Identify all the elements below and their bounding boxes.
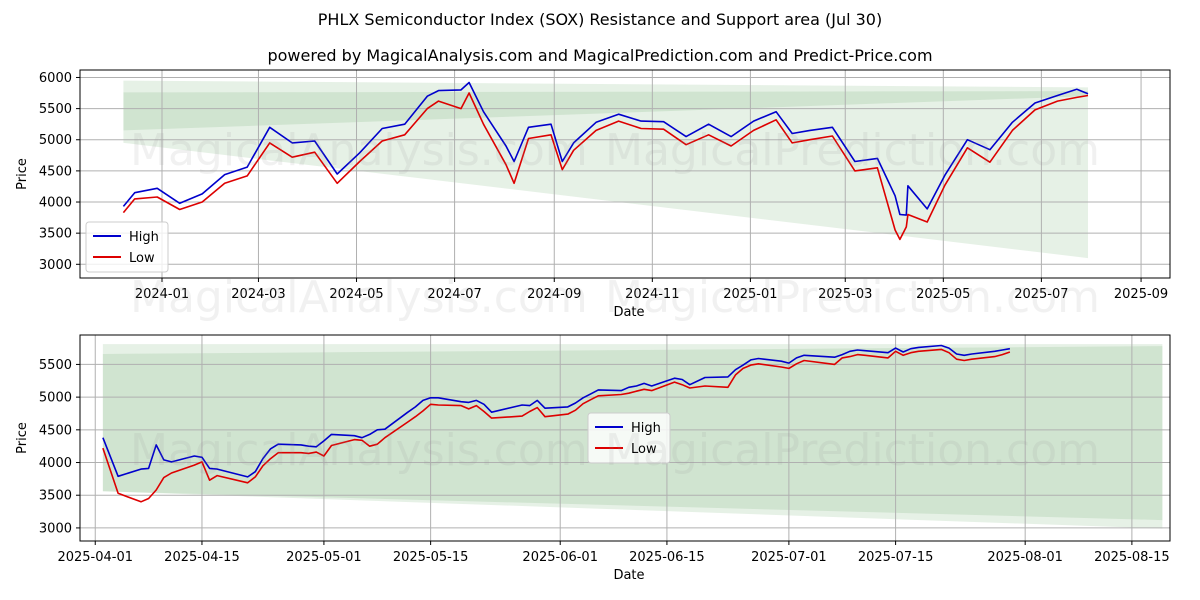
y-tick-label: 5500 — [39, 102, 72, 117]
chart-panel-2: 2025-04-01 2025-04-15 2025-05-01 2025-05-15… — [15, 334, 1171, 583]
x-tick-label: 2025-04-01 — [57, 550, 133, 565]
x-tick-label: 2024-01 — [135, 287, 189, 302]
chart-panel-1: 2024-01 2024-03 2024-05 2024-07 2024-09 2024-… — [15, 69, 1171, 320]
x-tick-label: 2025-06-15 — [629, 550, 705, 565]
x-tick-label: 2025-09 — [1114, 287, 1168, 302]
legend: High Low — [85, 221, 169, 273]
x-tick-label: 2024-03 — [231, 287, 285, 302]
x-tick-label: 2025-01 — [723, 287, 777, 302]
y-tick-label: 5500 — [39, 358, 72, 373]
y-tick-label: 4500 — [39, 423, 72, 438]
y-tick-label: 5000 — [39, 391, 72, 406]
y-tick-label: 4000 — [39, 196, 72, 211]
legend-label-high: High — [129, 230, 159, 245]
y-tick-label: 4500 — [39, 164, 72, 179]
y-tick-label: 5000 — [39, 133, 72, 148]
legend-label-low: Low — [129, 251, 155, 266]
support-resistance-band — [123, 91, 1089, 259]
x-tick-label: 2025-06-01 — [522, 550, 598, 565]
series-line-high — [122, 81, 1089, 216]
y-tick-label: 3000 — [39, 521, 72, 536]
chart-subtitle: powered by MagicalAnalysis.com and Magic… — [267, 46, 933, 65]
legend: High Low — [587, 412, 671, 464]
y-axis-label: Price — [15, 158, 30, 190]
x-axis-label: Date — [613, 305, 644, 320]
chart-title: PHLX Semiconductor Index (SOX) Resistanc… — [317, 10, 883, 29]
x-tick-label: 2024-09 — [527, 287, 581, 302]
plot-frame — [79, 334, 1171, 542]
x-tick-label: 2024-05 — [329, 287, 383, 302]
x-tick-label: 2024-07 — [427, 287, 481, 302]
x-axis-label: Date — [613, 568, 644, 583]
y-tick-label: 4000 — [39, 456, 72, 471]
plot-frame — [79, 69, 1171, 279]
series-line-high — [102, 344, 1011, 478]
series-line-low — [122, 92, 1089, 241]
y-axis-label: Price — [15, 422, 30, 454]
legend-box — [587, 412, 671, 464]
x-tick-label: 2025-04-15 — [164, 550, 240, 565]
x-tick-label: 2025-07-15 — [858, 550, 934, 565]
legend-box — [85, 221, 169, 273]
x-tick-label: 2025-08-01 — [987, 550, 1063, 565]
y-tick-label: 3500 — [39, 489, 72, 504]
x-tick-label: 2025-05 — [916, 287, 970, 302]
x-tick-label: 2025-08-15 — [1094, 550, 1170, 565]
support-resistance-band — [123, 80, 1089, 131]
y-tick-label: 6000 — [39, 71, 72, 86]
x-tick-label: 2025-05-15 — [393, 550, 469, 565]
x-tick-label: 2025-03 — [818, 287, 872, 302]
x-tick-label: 2025-07 — [1014, 287, 1068, 302]
series-line-low — [102, 348, 1011, 503]
x-tick-label: 2025-05-01 — [286, 550, 362, 565]
x-tick-label: 2025-07-01 — [751, 550, 827, 565]
y-tick-label: 3000 — [39, 258, 72, 273]
y-tick-label: 3500 — [39, 227, 72, 242]
legend-label-low: Low — [631, 442, 657, 457]
x-tick-label: 2024-11 — [625, 287, 679, 302]
legend-label-high: High — [631, 421, 661, 436]
